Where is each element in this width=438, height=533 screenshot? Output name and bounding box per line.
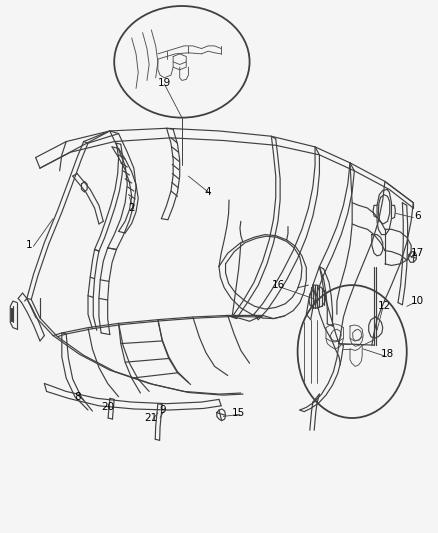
Text: 2: 2 <box>128 203 135 213</box>
Text: 21: 21 <box>145 413 158 423</box>
Text: 19: 19 <box>158 78 171 88</box>
Text: 9: 9 <box>159 405 166 415</box>
Text: 8: 8 <box>74 392 81 402</box>
Text: 6: 6 <box>414 211 421 221</box>
Text: 15: 15 <box>232 408 245 418</box>
Text: 18: 18 <box>381 349 394 359</box>
Text: 17: 17 <box>411 248 424 258</box>
Text: 10: 10 <box>411 296 424 306</box>
Text: 4: 4 <box>205 187 212 197</box>
Text: 12: 12 <box>378 301 392 311</box>
Text: 16: 16 <box>271 280 285 290</box>
Text: 1: 1 <box>26 240 32 250</box>
Text: 20: 20 <box>101 402 114 413</box>
